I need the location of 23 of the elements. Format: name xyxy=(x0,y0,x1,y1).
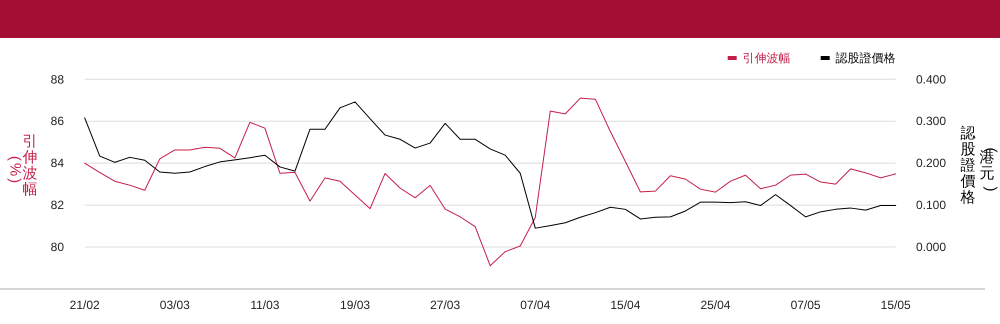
legend-label: 認股證價格 xyxy=(836,51,896,65)
legend-label: 引伸波幅 xyxy=(742,51,791,65)
x-tick-label: 03/03 xyxy=(160,298,190,312)
x-tick-label: 25/04 xyxy=(700,298,731,312)
x-tick-label: 19/03 xyxy=(340,298,370,312)
y2-tick-label: 0.100 xyxy=(916,198,946,212)
y-tick-label: 88 xyxy=(50,72,64,86)
x-tick-label: 07/04 xyxy=(520,298,551,312)
x-tick-label: 15/04 xyxy=(610,298,641,312)
y2-tick-label: 0.400 xyxy=(916,72,946,86)
x-tick-label: 11/03 xyxy=(250,298,280,312)
y-tick-label: 80 xyxy=(50,240,64,254)
y2-tick-label: 0.000 xyxy=(916,240,946,254)
y-tick-label: 84 xyxy=(50,156,64,170)
y-tick-label: 82 xyxy=(50,198,64,212)
y2-tick-label: 0.300 xyxy=(916,114,946,128)
x-tick-label: 21/02 xyxy=(70,298,100,312)
y-axis-title: 引伸波幅 (%) xyxy=(7,132,38,198)
x-tick-label: 07/05 xyxy=(790,298,821,312)
y-tick-label: 86 xyxy=(50,114,64,128)
x-tick-label: 27/03 xyxy=(430,298,460,312)
x-tick-label: 15/05 xyxy=(880,298,912,312)
y2-tick-label: 0.200 xyxy=(916,156,946,170)
